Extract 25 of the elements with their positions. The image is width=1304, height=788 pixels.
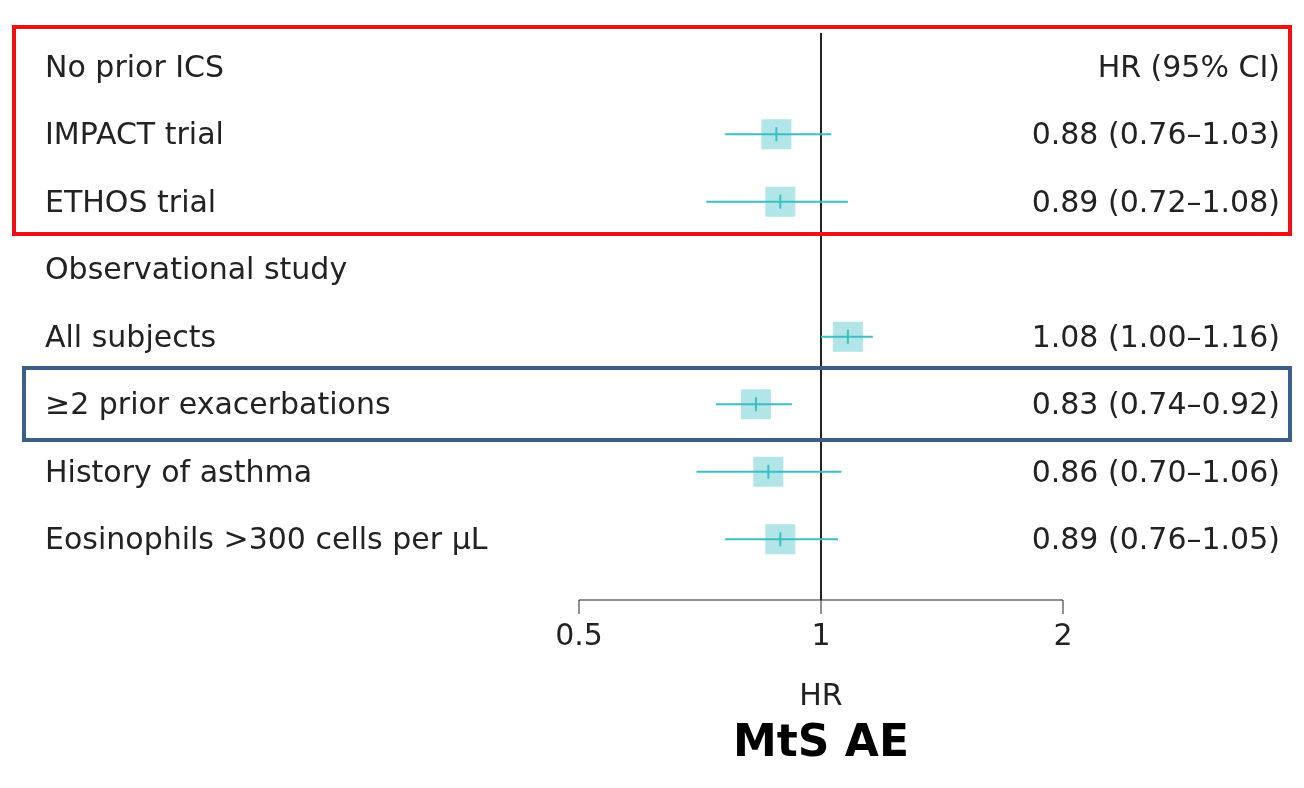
point bbox=[761, 119, 792, 150]
data-label: 0.88 (0.76–1.03) bbox=[1031, 116, 1280, 152]
y-tick-label: No prior ICS bbox=[45, 48, 225, 84]
text: HR (95% CI) bbox=[1097, 47, 1280, 86]
y-tick-label: Observational study bbox=[45, 251, 348, 287]
y-tick-label: Eosinophils >300 cells per μL bbox=[45, 521, 488, 557]
point bbox=[753, 456, 784, 487]
text: MtS AE bbox=[732, 715, 910, 766]
data-label: 0.83 (0.74–0.92) bbox=[1031, 386, 1280, 422]
y-tick-label: History of asthma bbox=[45, 453, 313, 489]
y-tick-label: ≥2 prior exacerbations bbox=[45, 386, 391, 422]
data-label: 1.08 (1.00–1.16) bbox=[1031, 318, 1280, 354]
point bbox=[765, 186, 796, 217]
x-tick-label: 0.5 bbox=[555, 617, 603, 653]
y-tick-label: ETHOS trial bbox=[45, 183, 217, 219]
y-tick-label: IMPACT trial bbox=[45, 116, 224, 152]
data-label: 0.86 (0.70–1.06) bbox=[1031, 453, 1280, 489]
data-label: 0.89 (0.72–1.08) bbox=[1031, 183, 1280, 219]
x-tick-label: 2 bbox=[1053, 617, 1073, 653]
data-label: 0.89 (0.76–1.05) bbox=[1031, 521, 1280, 557]
point bbox=[832, 321, 863, 352]
x-tick-label: 1 bbox=[811, 617, 831, 653]
x-axis-title: HR bbox=[799, 677, 843, 712]
point bbox=[765, 524, 796, 555]
y-tick-label: All subjects bbox=[45, 318, 217, 354]
